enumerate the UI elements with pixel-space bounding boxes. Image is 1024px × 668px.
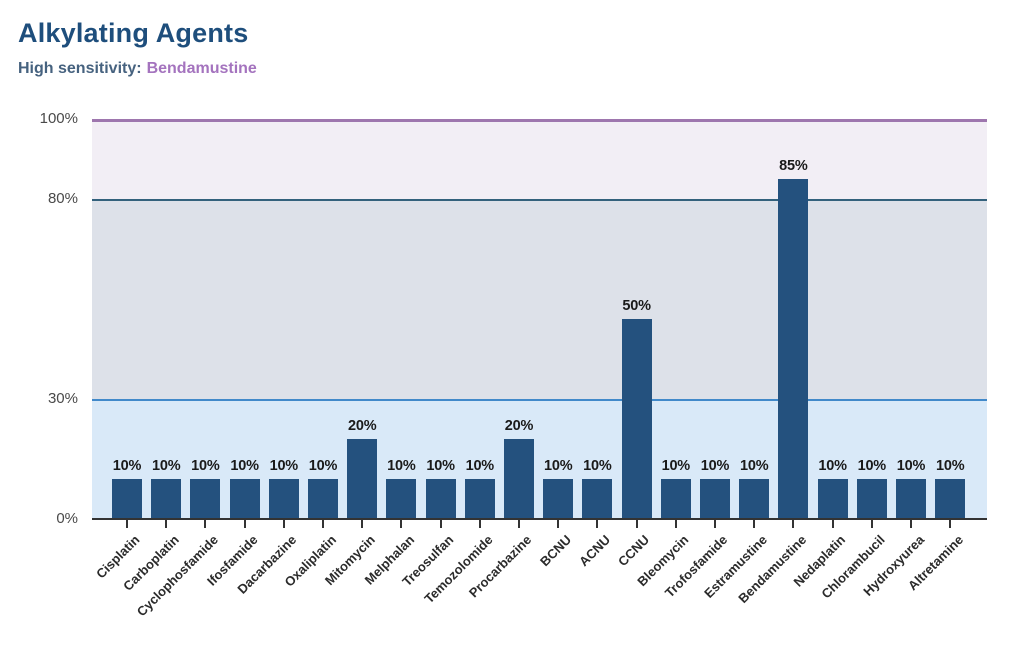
bar-value-carboplatin: 10% xyxy=(151,458,181,474)
x-tick-cisplatin xyxy=(126,520,128,528)
bar-value-chlorambucil: 10% xyxy=(857,458,887,474)
bar-dacarbazine xyxy=(268,479,299,519)
threshold-band-30-80 xyxy=(92,199,987,399)
x-label-acnu: ACNU xyxy=(575,532,614,570)
page-title: Alkylating Agents xyxy=(18,18,249,48)
bar-bendamustine xyxy=(778,179,809,519)
x-tick-ifosfamide xyxy=(243,520,246,528)
x-label-temozolomide: Temozolomide xyxy=(421,532,496,607)
bar-value-acnu: 10% xyxy=(583,458,612,474)
plot-area: 10% 10% 10% 10% 10% 10% 20% 10% 10% 10% 20% 10% 10% 5… xyxy=(92,119,987,528)
threshold-band-80-100 xyxy=(92,119,987,199)
bar-value-estramustine: 10% xyxy=(739,458,769,474)
bar-oxaliplatin xyxy=(308,479,338,519)
chart-subtitle: High sensitivity: Bendamustine xyxy=(18,60,257,78)
bar-procarbazine xyxy=(504,439,534,519)
x-tick-mitomycin xyxy=(361,520,364,528)
subtitle-highlight: Bendamustine xyxy=(146,60,257,77)
x-tick-cyclophosfamide xyxy=(204,520,207,528)
bar-value-trofosfamide: 10% xyxy=(700,458,730,474)
x-tick-oxaliplatin xyxy=(322,520,324,528)
x-label-ccnu: CCNU xyxy=(615,532,653,570)
bar-melphalan xyxy=(386,479,417,519)
y-tick-30: 30% xyxy=(47,390,78,407)
x-tick-treosulfan xyxy=(439,520,442,528)
y-tick-80: 80% xyxy=(47,190,78,207)
bar-value-cyclophosfamide: 10% xyxy=(191,458,220,474)
bar-carboplatin xyxy=(151,479,182,519)
bar-chlorambucil xyxy=(856,479,887,519)
bar-value-hydroxyurea: 10% xyxy=(896,458,926,474)
bar-value-ccnu: 50% xyxy=(622,298,651,314)
x-tick-nedaplatin xyxy=(831,520,834,528)
x-tick-temozolomide xyxy=(478,520,481,528)
bar-value-dacarbazine: 10% xyxy=(269,458,299,474)
x-tick-dacarbazine xyxy=(282,520,285,528)
bar-value-bendamustine: 85% xyxy=(779,158,808,174)
bar-value-temozolomide: 10% xyxy=(465,458,495,474)
threshold-line-80 xyxy=(92,198,987,201)
x-tick-estramustine xyxy=(753,520,756,528)
x-tick-chlorambucil xyxy=(870,520,873,528)
x-tick-bleomycin xyxy=(674,520,677,528)
bar-value-melphalan: 10% xyxy=(387,458,416,474)
x-label-bcnu: BCNU xyxy=(536,532,574,570)
bar-mitomycin xyxy=(347,439,378,519)
bar-value-mitomycin: 20% xyxy=(347,418,377,434)
bar-trofosfamide xyxy=(700,479,730,519)
bar-ccnu xyxy=(621,319,652,519)
bar-value-procarbazine: 20% xyxy=(504,418,534,434)
bar-altretamine xyxy=(935,479,966,519)
bar-value-altretamine: 10% xyxy=(935,458,965,474)
bar-value-bcnu: 10% xyxy=(543,458,573,474)
bar-treosulfan xyxy=(425,479,456,519)
bar-cyclophosfamide xyxy=(190,479,221,519)
bar-acnu xyxy=(582,479,613,519)
bar-ifosfamide xyxy=(229,479,260,519)
x-tick-procarbazine xyxy=(518,520,520,528)
x-tick-hydroxyurea xyxy=(910,520,912,528)
bar-bleomycin xyxy=(660,479,691,519)
x-tick-ccnu xyxy=(635,520,638,528)
subtitle-label: High sensitivity: xyxy=(18,60,142,77)
x-label-bendamustine: Bendamustine xyxy=(735,532,810,606)
y-axis-ticks: 0% 30% 80% 100% xyxy=(0,110,84,527)
x-tick-carboplatin xyxy=(165,520,168,528)
x-tick-altretamine xyxy=(949,520,952,528)
x-axis-labels: Cisplatin Carboplatin Cyclophosfamide Ifosf… xyxy=(92,528,987,658)
x-tick-bendamustine xyxy=(792,520,795,528)
bar-bcnu xyxy=(543,479,574,519)
bar-value-cisplatin: 10% xyxy=(112,458,142,474)
x-tick-acnu xyxy=(596,520,599,528)
bar-value-oxaliplatin: 10% xyxy=(308,458,338,474)
bar-value-treosulfan: 10% xyxy=(426,458,455,474)
x-tick-trofosfamide xyxy=(714,520,716,528)
bar-value-ifosfamide: 10% xyxy=(230,458,259,474)
bar-nedaplatin xyxy=(817,479,848,519)
bar-value-nedaplatin: 10% xyxy=(818,458,847,474)
x-tick-bcnu xyxy=(557,520,560,528)
bar-temozolomide xyxy=(464,479,495,519)
y-tick-0: 0% xyxy=(56,510,78,527)
bar-estramustine xyxy=(739,479,770,519)
y-tick-100: 100% xyxy=(39,110,78,127)
x-tick-melphalan xyxy=(400,520,403,528)
threshold-line-30 xyxy=(92,398,987,401)
threshold-line-100 xyxy=(92,119,987,122)
bar-hydroxyurea xyxy=(896,479,926,519)
bar-cisplatin xyxy=(112,479,142,519)
bar-value-bleomycin: 10% xyxy=(661,458,691,474)
x-axis-line xyxy=(92,518,987,520)
